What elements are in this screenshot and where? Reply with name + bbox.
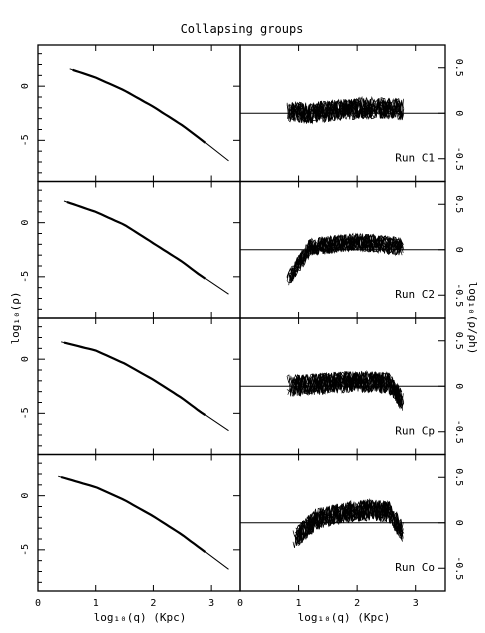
right-y-tick-label: -0.5	[453, 420, 464, 444]
right-y-tick-label: 0	[453, 383, 464, 389]
x-tick-label-left: 3	[208, 598, 214, 609]
left-panel-frame-run-co	[37, 453, 241, 592]
right-y-tick-label: 0.5	[453, 332, 464, 350]
left-panel-frame-run-cp	[37, 317, 241, 456]
right-y-tick-label: -0.5	[453, 556, 464, 580]
residual-curve-run-c2	[291, 233, 403, 278]
residual-curve-run-c2	[287, 232, 403, 284]
left-y-tick-label: -5	[20, 134, 31, 146]
run-label-run-c2: Run C2	[395, 288, 435, 301]
right-y-tick-label: 0	[453, 520, 464, 526]
right-y-tick-label: -0.5	[453, 147, 464, 171]
run-label-run-co: Run Co	[395, 561, 435, 574]
x-axis-label-left: log₁₀(q) (Kpc)	[94, 611, 187, 624]
x-tick-label-left: 2	[150, 598, 156, 609]
x-tick-label-left: 0	[35, 598, 41, 609]
left-y-tick-label: 0	[20, 493, 31, 499]
residual-curve-run-c2	[290, 234, 403, 276]
left-y-tick-label: 0	[20, 356, 31, 362]
chart-title: Collapsing groups	[181, 22, 304, 36]
left-y-tick-label: 0	[20, 220, 31, 226]
panel-row-run-co: 0 -5 0.5 0 -0.5 Run Co	[20, 453, 464, 592]
x-tick-label-left: 1	[93, 598, 99, 609]
density-profile-stack-run-cp	[63, 341, 207, 417]
residual-curve-run-c1	[286, 97, 404, 123]
y-axis-label-right: log₁₀(ρ/ρh)	[466, 282, 479, 355]
density-profile-stack-run-co	[60, 475, 207, 553]
x-tick-label-right: 3	[413, 598, 419, 609]
left-y-tick-label: -5	[20, 544, 31, 556]
right-y-tick-label: 0	[453, 110, 464, 116]
residual-curve-run-co	[294, 500, 405, 547]
right-y-tick-label: -0.5	[453, 283, 464, 307]
density-profile-run-co	[58, 475, 229, 570]
panel-row-run-c1: 0 -5 0.5 0 -0.5 Run C1	[20, 44, 464, 183]
right-y-tick-label: 0.5	[453, 59, 464, 77]
density-profile-stack-run-c2	[66, 200, 207, 280]
density-profile-stack-run-c1	[72, 68, 207, 144]
left-y-tick-label: -5	[20, 407, 31, 419]
residual-curve-run-cp	[287, 370, 404, 410]
panel-grid: 0 -5 0.5 0 -0.5 Run C1 0 -5 0.5 0 -0.5 Run C2 0 -5 0.5…	[20, 44, 464, 609]
residual-curve-run-cp	[290, 370, 405, 404]
residual-curve-run-c1	[286, 98, 404, 124]
residual-curve-run-co	[296, 499, 403, 543]
right-y-tick-label: 0	[453, 247, 464, 253]
x-tick-label-right: 0	[237, 598, 243, 609]
left-y-tick-label: -5	[20, 271, 31, 283]
residual-curve-run-co	[296, 499, 404, 545]
density-profile-run-c2	[63, 200, 229, 295]
left-panel-frame-run-c1	[37, 44, 241, 183]
residual-curve-run-cp	[291, 371, 403, 401]
residual-curve-run-cp	[286, 371, 404, 411]
y-axis-label-left: log₁₀(ρ)	[9, 292, 22, 345]
x-tick-label-right: 2	[354, 598, 360, 609]
x-axis-label-right: log₁₀(q) (Kpc)	[298, 611, 391, 624]
run-label-run-c1: Run C1	[395, 152, 435, 165]
left-y-tick-label: 0	[20, 83, 31, 89]
x-tick-label-right: 1	[296, 598, 302, 609]
right-y-tick-label: 0.5	[453, 468, 464, 486]
right-y-tick-label: 0.5	[453, 195, 464, 213]
density-profile-run-c1	[69, 68, 229, 162]
panel-row-run-c2: 0 -5 0.5 0 -0.5 Run C2	[20, 180, 464, 319]
panel-row-run-cp: 0 -5 0.5 0 -0.5 Run Cp	[20, 317, 464, 456]
residual-curve-run-c1	[288, 99, 403, 124]
density-profile-run-cp	[60, 341, 229, 432]
run-label-run-cp: Run Cp	[395, 425, 435, 438]
